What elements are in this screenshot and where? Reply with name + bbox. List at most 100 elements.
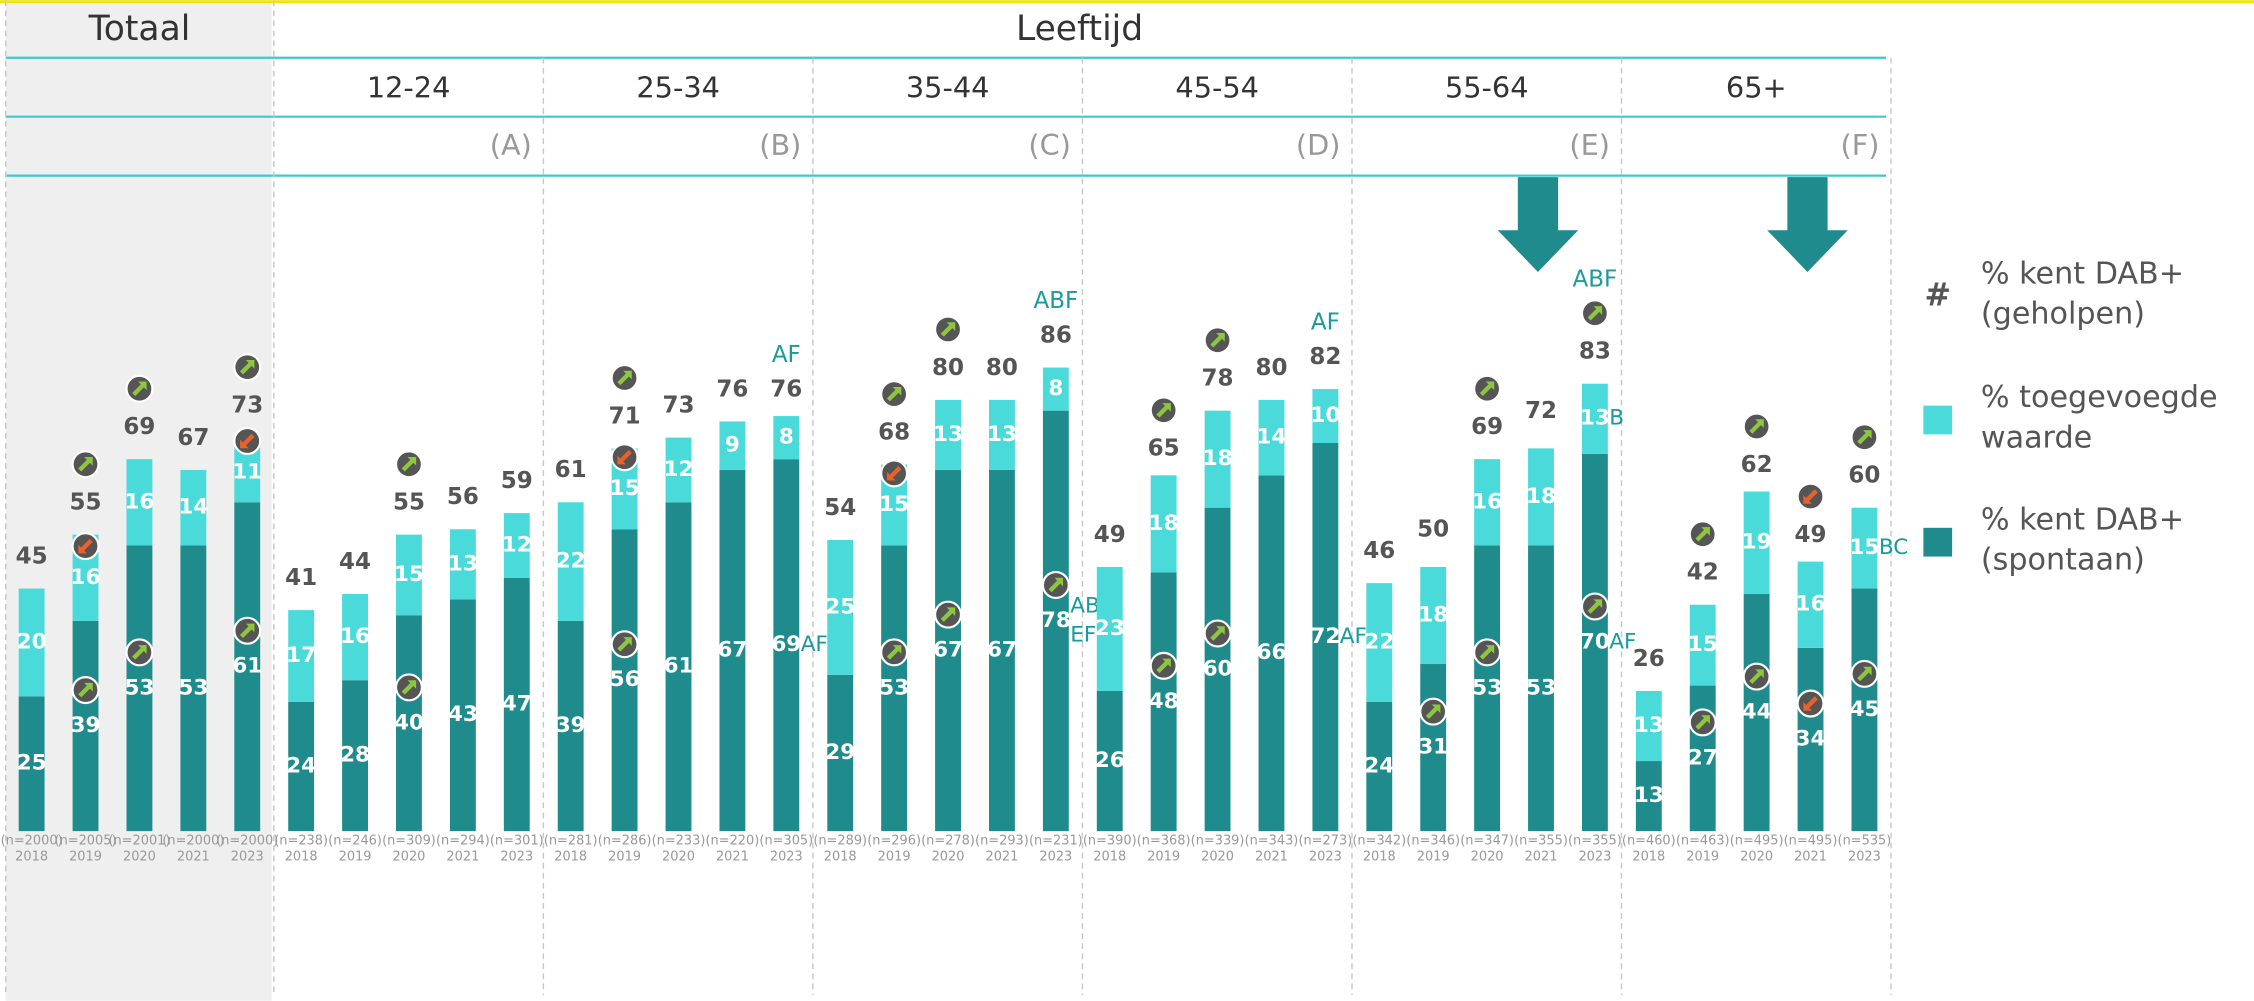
trend-icon-head <box>1485 381 1495 391</box>
value-label: 13 <box>1634 783 1664 808</box>
total-label: 49 <box>1094 522 1126 548</box>
trend-icon-arrow <box>1857 431 1871 445</box>
n-label: (n=309) <box>382 834 436 849</box>
total-label: 68 <box>878 419 910 445</box>
total-label: 69 <box>123 414 155 440</box>
trend-icon-head <box>245 623 255 633</box>
value-label: 12 <box>502 532 532 557</box>
trend-icon-head <box>84 682 93 692</box>
value-label: 31 <box>1418 735 1448 760</box>
year-label: 2019 <box>69 850 102 865</box>
n-label: (n=246) <box>328 834 382 849</box>
bar-spontaan <box>342 680 368 832</box>
value-label: 66 <box>1256 640 1286 665</box>
trend-icon-arrow <box>1695 716 1709 730</box>
trend-icon-arrow <box>1804 489 1818 503</box>
trend-icon <box>1850 423 1879 452</box>
value-label: 16 <box>124 489 154 514</box>
trend-icon <box>125 638 154 667</box>
trend-icon <box>233 616 262 645</box>
bar-spontaan <box>1312 443 1339 832</box>
value-label: 29 <box>825 740 855 765</box>
trend-icon <box>880 638 909 667</box>
trend-icon-head <box>1054 577 1064 587</box>
bar-toegevoegd <box>1150 475 1177 573</box>
bar-toegevoegd <box>1096 566 1123 691</box>
legend-item: % kent DAB+ (spontaan) <box>1980 501 2185 577</box>
value-label: 44 <box>1742 700 1772 725</box>
bar-spontaan <box>719 469 746 832</box>
trend-icon <box>394 673 423 702</box>
trend-icon-arrow <box>940 323 954 337</box>
trend-icon-arrow <box>1210 334 1224 348</box>
n-label: (n=305) <box>759 834 813 849</box>
trend-icon-head <box>1863 430 1872 439</box>
trend-icon <box>1149 651 1178 680</box>
value-label: 12 <box>664 457 694 482</box>
trend-icon <box>1850 659 1879 688</box>
trend-icon-head <box>1755 669 1764 679</box>
n-label: (n=220) <box>706 834 760 849</box>
trend-icon <box>934 600 963 629</box>
total-label: 50 <box>1417 516 1449 542</box>
bar-spontaan <box>234 502 261 832</box>
legend-item: % kent DAB+ (geholpen) <box>1980 256 2185 331</box>
trend-icon-head <box>617 455 627 465</box>
significance-label: BC <box>1879 535 1908 560</box>
trend-icon <box>1742 412 1771 441</box>
value-label: 20 <box>17 629 47 654</box>
trend-icon-arrow <box>617 372 631 386</box>
n-label: (n=368) <box>1137 834 1191 849</box>
bar-toegevoegd <box>1635 690 1662 762</box>
year-label: 2023 <box>1848 850 1881 865</box>
total-label: 67 <box>177 425 209 451</box>
value-label: 53 <box>1526 675 1556 700</box>
value-label: 18 <box>1526 484 1556 509</box>
total-label: 59 <box>501 468 533 494</box>
value-label: 22 <box>1364 629 1394 654</box>
trend-icon-arrow <box>886 646 900 660</box>
trend-icon-arrow <box>1048 579 1062 593</box>
trend-icon <box>125 374 154 403</box>
bar-spontaan <box>1096 690 1123 832</box>
group-letter: (F) <box>1841 128 1880 162</box>
trend-icon <box>1149 396 1178 425</box>
value-label: 56 <box>610 667 640 692</box>
legend-label: % kent DAB+ (spontaan) <box>1980 501 2185 577</box>
value-label: 14 <box>1256 425 1286 450</box>
bar-toegevoegd <box>1258 399 1285 476</box>
trend-icon-head <box>886 471 896 481</box>
trend-icon-head <box>946 607 956 617</box>
value-label: 27 <box>1688 745 1718 770</box>
year-label: 2020 <box>123 850 156 865</box>
bar-spontaan <box>1743 593 1770 832</box>
bar-spontaan <box>1635 761 1662 832</box>
bar-spontaan <box>288 701 315 832</box>
trend-icon-head <box>1701 715 1710 724</box>
year-label: 2021 <box>716 850 749 865</box>
bar-spontaan <box>881 545 908 832</box>
total-label: 26 <box>1633 646 1665 672</box>
value-label: 13 <box>1580 406 1610 431</box>
value-label: 39 <box>556 713 586 738</box>
trend-icon-arrow <box>1749 420 1763 434</box>
value-label: 16 <box>71 565 101 590</box>
total-label: 54 <box>824 495 856 521</box>
trend-icon-head <box>1216 333 1225 342</box>
n-label: (n=535) <box>1838 834 1892 849</box>
year-label: 2018 <box>1363 850 1396 865</box>
total-label: 83 <box>1579 339 1611 365</box>
trend-icon <box>394 450 423 479</box>
trend-icon <box>1041 570 1070 599</box>
bar-toegevoegd <box>1581 383 1608 454</box>
bar-toegevoegd <box>396 534 422 616</box>
trend-icon-arrow <box>79 538 93 552</box>
bar-spontaan <box>72 620 99 832</box>
n-label: (n=463) <box>1676 834 1730 849</box>
trend-icon-head <box>1803 495 1812 504</box>
significance-label: B <box>1609 406 1624 431</box>
legend-label: % kent DAB+ (geholpen) <box>1980 256 2185 331</box>
year-label: 2018 <box>1632 850 1665 865</box>
n-label: (n=286) <box>598 834 652 849</box>
trend-icon <box>1473 638 1502 667</box>
